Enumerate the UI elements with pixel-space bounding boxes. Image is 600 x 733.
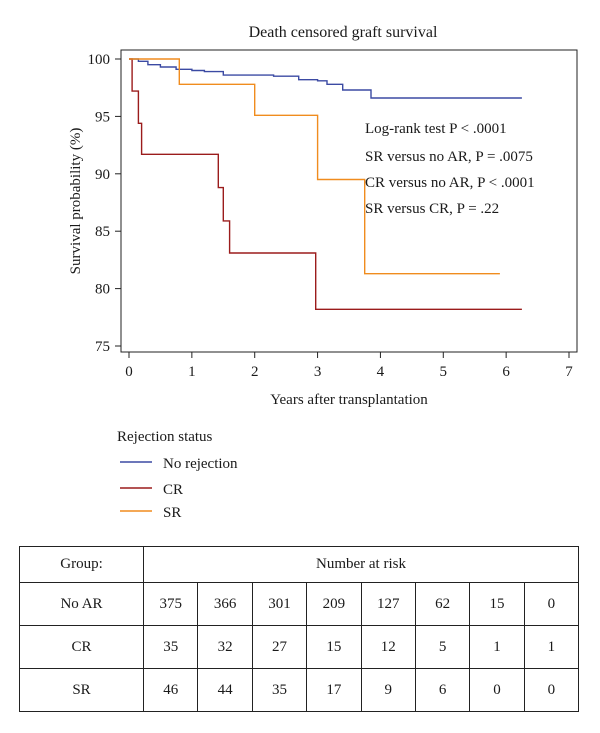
- table-cell: 46: [142, 668, 199, 712]
- y-tick-label: 80: [95, 282, 110, 298]
- y-tick-label: 100: [88, 52, 111, 68]
- x-axis-ticks: 0 1 2 3 4 5 6 7: [125, 352, 573, 380]
- annotation-sr-vs-noar: SR versus no AR, P = .0075: [365, 149, 533, 165]
- number-at-risk-header: Number at risk: [143, 546, 579, 583]
- x-tick-label: 7: [565, 364, 573, 380]
- table-cell: 17: [306, 668, 362, 712]
- table-cell: 6: [414, 668, 471, 712]
- annotation-logrank: Log-rank test P < .0001: [365, 121, 507, 137]
- table-cell: 0: [523, 582, 580, 626]
- y-tick-label: 95: [95, 109, 110, 125]
- series-line-sr: [129, 58, 500, 275]
- table-cell: 35: [251, 668, 308, 712]
- annotation-sr-vs-cr: SR versus CR, P = .22: [365, 201, 499, 217]
- annotation-cr-vs-noar: CR versus no AR, P < .0001: [365, 175, 535, 191]
- series-line-no-rejection: [129, 58, 522, 99]
- y-tick-label: 85: [95, 224, 110, 240]
- legend: Rejection status No rejection CR SR: [117, 429, 238, 521]
- plot-frame: [120, 49, 578, 353]
- legend-title: Rejection status: [117, 429, 213, 445]
- legend-label-cr: CR: [163, 482, 183, 498]
- number-at-risk-table: Group: Number at risk No AR 375 366 301 …: [19, 546, 580, 712]
- table-cell: 375: [142, 582, 199, 626]
- group-header: Group:: [19, 546, 144, 583]
- table-cell: 301: [251, 582, 308, 626]
- table-cell: 9: [360, 668, 416, 712]
- y-axis-label: Survival probability (%): [68, 128, 84, 275]
- row-group-label: SR: [19, 668, 144, 712]
- y-tick-label: 75: [95, 339, 110, 355]
- risk-table-header-row: Group: Number at risk: [19, 546, 579, 583]
- table-cell: 0: [523, 668, 580, 712]
- table-cell: 35: [142, 625, 199, 669]
- x-tick-label: 5: [440, 364, 448, 380]
- series-layer: [129, 58, 522, 310]
- table-cell: 32: [197, 625, 253, 669]
- y-tick-label: 90: [95, 167, 110, 183]
- x-tick-label: 6: [502, 364, 510, 380]
- legend-label-no-rejection: No rejection: [163, 456, 238, 472]
- table-row: SR 46 44 35 17 9 6 0 0: [19, 668, 580, 712]
- x-tick-label: 3: [314, 364, 322, 380]
- x-axis-label: Years after transplantation: [270, 392, 428, 408]
- x-tick-label: 2: [251, 364, 259, 380]
- table-cell: 127: [360, 582, 416, 626]
- row-group-label: CR: [19, 625, 144, 669]
- table-cell: 15: [469, 582, 525, 626]
- stat-annotations: Log-rank test P < .0001 SR versus no AR,…: [365, 121, 535, 217]
- legend-label-sr: SR: [163, 505, 181, 521]
- table-cell: 62: [414, 582, 471, 626]
- row-group-label: No AR: [19, 582, 144, 626]
- y-axis-ticks: 75 80 85 90 95 100: [88, 52, 121, 355]
- series-line-cr: [129, 58, 522, 310]
- table-row: CR 35 32 27 15 12 5 1 1: [19, 625, 580, 669]
- table-cell: 5: [414, 625, 471, 669]
- x-tick-label: 1: [188, 364, 196, 380]
- table-cell: 366: [197, 582, 253, 626]
- x-tick-label: 4: [377, 364, 385, 380]
- table-cell: 1: [469, 625, 525, 669]
- table-cell: 0: [469, 668, 525, 712]
- table-cell: 27: [251, 625, 308, 669]
- table-cell: 1: [523, 625, 580, 669]
- table-cell: 15: [306, 625, 362, 669]
- chart-title: Death censored graft survival: [249, 24, 438, 41]
- table-row: No AR 375 366 301 209 127 62 15 0: [19, 582, 580, 626]
- table-cell: 44: [197, 668, 253, 712]
- table-cell: 12: [360, 625, 416, 669]
- x-tick-label: 0: [125, 364, 133, 380]
- table-cell: 209: [306, 582, 362, 626]
